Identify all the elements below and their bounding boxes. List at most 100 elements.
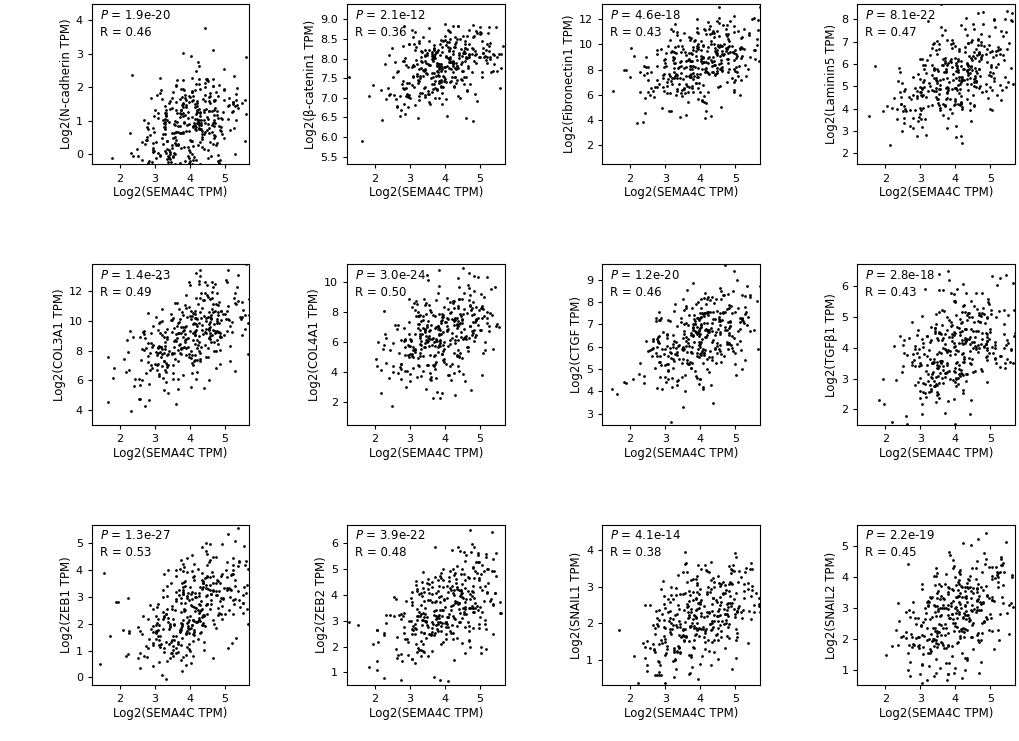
Point	[177, 320, 194, 332]
Point	[698, 565, 714, 576]
Point	[901, 611, 917, 622]
Point	[990, 350, 1007, 362]
Point	[452, 588, 469, 600]
Point	[977, 312, 994, 324]
Point	[688, 27, 704, 39]
Point	[926, 610, 943, 622]
Point	[168, 595, 184, 607]
Point	[691, 341, 707, 353]
Point	[211, 607, 227, 619]
Point	[682, 621, 698, 633]
Point	[913, 677, 929, 689]
Point	[736, 23, 752, 35]
Point	[965, 603, 981, 615]
Point	[185, 624, 202, 636]
Point	[953, 305, 969, 317]
Point	[737, 562, 753, 574]
Point	[165, 368, 181, 379]
Point	[465, 586, 481, 598]
Point	[446, 41, 463, 53]
Point	[983, 571, 1000, 582]
Point	[680, 358, 696, 370]
Point	[650, 638, 666, 650]
Point	[728, 551, 744, 563]
Point	[960, 333, 976, 345]
Point	[683, 64, 699, 76]
Point	[708, 634, 725, 646]
Point	[897, 626, 913, 638]
Point	[726, 20, 742, 32]
Point	[653, 637, 669, 648]
Point	[695, 90, 711, 102]
Point	[930, 44, 947, 56]
Point	[443, 619, 460, 631]
Point	[434, 581, 450, 593]
Point	[479, 577, 495, 589]
Point	[412, 350, 428, 362]
Point	[947, 380, 963, 392]
Point	[180, 623, 197, 635]
Point	[419, 315, 435, 327]
Point	[1008, 44, 1019, 56]
Point	[679, 576, 695, 588]
Point	[682, 651, 698, 663]
Point	[985, 75, 1002, 87]
Point	[681, 70, 697, 82]
Point	[717, 584, 734, 596]
Point	[451, 92, 468, 104]
Point	[471, 556, 487, 568]
Point	[208, 325, 224, 336]
Point	[974, 584, 990, 596]
Point	[999, 76, 1015, 88]
Point	[947, 602, 963, 614]
Point	[711, 63, 728, 75]
Point	[389, 367, 406, 379]
Point	[150, 348, 166, 359]
Point	[386, 56, 403, 68]
Point	[692, 322, 708, 334]
Point	[423, 78, 439, 90]
Point	[396, 633, 413, 645]
Point	[189, 354, 205, 366]
Point	[956, 664, 972, 676]
Point	[413, 644, 429, 656]
Point	[426, 340, 442, 352]
Point	[637, 335, 653, 347]
Point	[184, 571, 201, 582]
Point	[915, 348, 931, 360]
Point	[934, 639, 951, 651]
Point	[240, 293, 257, 305]
Point	[471, 51, 487, 63]
Point	[209, 109, 225, 121]
Point	[926, 396, 943, 408]
Point	[155, 115, 171, 127]
Point	[993, 84, 1009, 96]
Point	[658, 330, 675, 342]
Point	[123, 405, 140, 417]
Point	[987, 49, 1004, 61]
Point	[177, 155, 194, 167]
Point	[215, 93, 231, 105]
Point	[157, 340, 173, 352]
Point	[924, 634, 941, 646]
Point	[195, 610, 211, 622]
Point	[667, 84, 684, 96]
Point	[486, 587, 502, 599]
Point	[951, 568, 967, 580]
Point	[418, 334, 434, 346]
Point	[681, 356, 697, 368]
Point	[643, 682, 659, 694]
Point	[986, 311, 1003, 323]
Point	[204, 566, 220, 578]
Point	[735, 44, 751, 56]
Point	[453, 317, 470, 329]
Point	[426, 50, 442, 62]
Point	[240, 309, 257, 321]
Point	[203, 329, 219, 341]
Point	[921, 379, 937, 391]
Point	[230, 554, 247, 566]
Point	[211, 79, 227, 90]
Point	[656, 636, 673, 648]
Point	[703, 317, 719, 329]
Point	[186, 574, 203, 586]
